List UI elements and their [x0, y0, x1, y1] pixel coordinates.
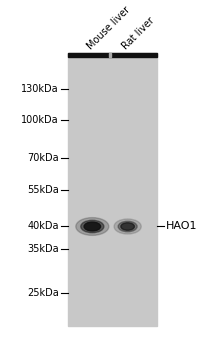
Ellipse shape	[76, 218, 109, 236]
Bar	[109, 53, 111, 57]
Text: 25kDa: 25kDa	[27, 288, 59, 298]
Text: 100kDa: 100kDa	[21, 115, 59, 125]
Ellipse shape	[118, 221, 137, 232]
Text: HAO1: HAO1	[166, 222, 197, 231]
Text: 70kDa: 70kDa	[27, 153, 59, 163]
Text: 130kDa: 130kDa	[21, 84, 59, 93]
Bar	[68, 53, 157, 57]
Text: 55kDa: 55kDa	[27, 185, 59, 195]
Text: 40kDa: 40kDa	[27, 222, 59, 231]
Ellipse shape	[121, 223, 134, 230]
Ellipse shape	[81, 220, 104, 233]
Text: 35kDa: 35kDa	[27, 244, 59, 254]
Ellipse shape	[84, 222, 101, 231]
Text: Rat liver: Rat liver	[121, 15, 157, 51]
Ellipse shape	[114, 219, 141, 234]
Text: Mouse liver: Mouse liver	[85, 4, 132, 51]
Bar	[68, 53, 157, 327]
